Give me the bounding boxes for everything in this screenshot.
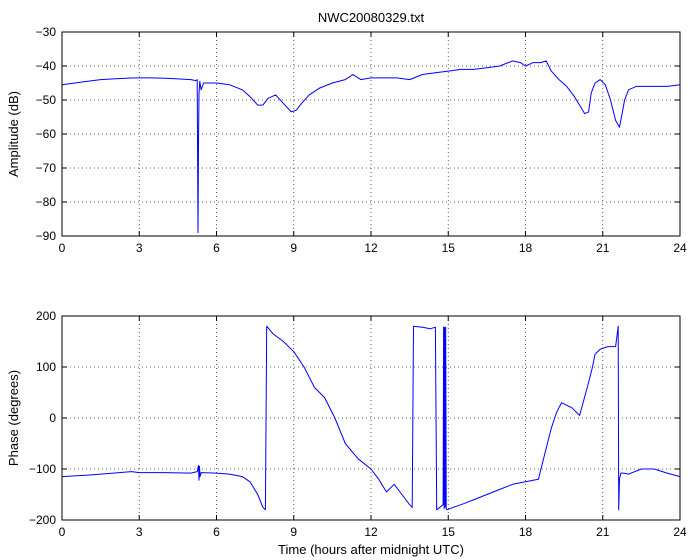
x-tick-label: 6 <box>213 525 220 539</box>
x-tick-label: 0 <box>59 525 66 539</box>
x-tick-label: 9 <box>290 525 297 539</box>
amplitude-panel: NWC20080329.txt 0 3 6 9 12 15 18 21 24 −90 −80 −70 −… <box>6 10 687 255</box>
x-tick-label: 21 <box>596 241 610 255</box>
phase-grid <box>62 316 680 520</box>
x-tick-label: 6 <box>213 241 220 255</box>
phase-x-axis-label: Time (hours after midnight UTC) <box>278 542 464 557</box>
y-tick-label: 0 <box>49 411 56 425</box>
amplitude-y-axis-label: Amplitude (dB) <box>6 91 21 177</box>
y-tick-label: 200 <box>36 309 56 323</box>
y-tick-label: −70 <box>36 161 57 175</box>
y-tick-label: −90 <box>36 229 57 243</box>
y-tick-label: −40 <box>36 59 57 73</box>
x-tick-label: 24 <box>673 525 687 539</box>
amplitude-grid <box>62 32 680 236</box>
x-tick-label: 24 <box>673 241 687 255</box>
y-tick-label: −80 <box>36 195 57 209</box>
chart-title: NWC20080329.txt <box>318 10 425 25</box>
x-tick-label: 12 <box>364 525 378 539</box>
x-tick-label: 12 <box>364 241 378 255</box>
x-tick-label: 15 <box>442 525 456 539</box>
amplitude-ticks: 0 3 6 9 12 15 18 21 24 −90 −80 −70 −60 −50 −40 −30 <box>36 25 687 255</box>
y-tick-label: −50 <box>36 93 57 107</box>
x-tick-label: 21 <box>596 525 610 539</box>
y-tick-label: −200 <box>29 513 56 527</box>
x-tick-label: 3 <box>136 241 143 255</box>
phase-series-line <box>61 325 681 511</box>
x-tick-label: 15 <box>442 241 456 255</box>
amplitude-series-line <box>61 60 681 234</box>
phase-y-axis-label: Phase (degrees) <box>6 370 21 466</box>
y-tick-label: 100 <box>36 360 56 374</box>
phase-panel: 0 3 6 9 12 15 18 21 24 −200 −100 0 100 200 Phase (deg… <box>6 309 687 557</box>
y-tick-label: −100 <box>29 462 56 476</box>
x-tick-label: 18 <box>519 525 533 539</box>
y-tick-label: −30 <box>36 25 57 39</box>
x-tick-label: 0 <box>59 241 66 255</box>
x-tick-label: 18 <box>519 241 533 255</box>
y-tick-label: −60 <box>36 127 57 141</box>
x-tick-label: 9 <box>290 241 297 255</box>
x-tick-label: 3 <box>136 525 143 539</box>
phase-ticks: 0 3 6 9 12 15 18 21 24 −200 −100 0 100 200 <box>29 309 687 539</box>
